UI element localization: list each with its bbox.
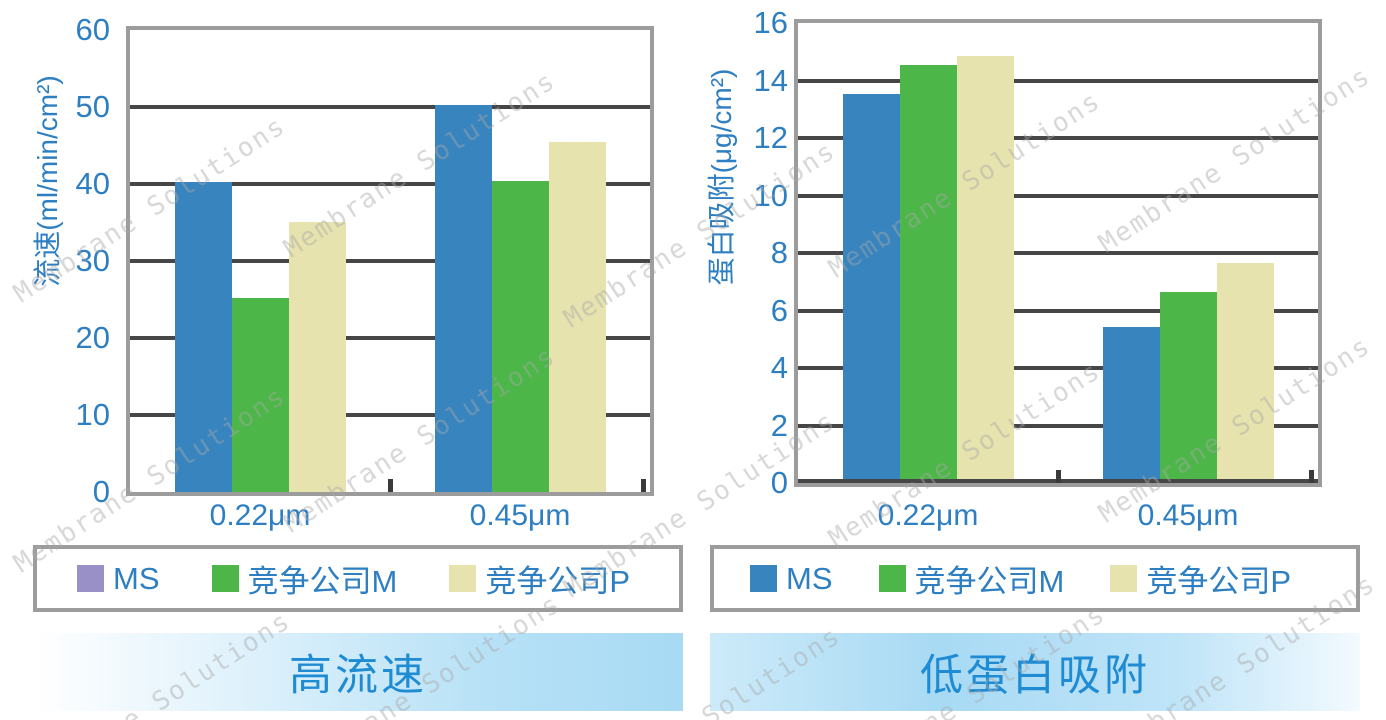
legend-item-ms: MS [77,561,160,597]
gridline [130,413,650,417]
legend-label-competitor-m: 竞争公司M [247,564,398,599]
flow-y-tick-label: 50 [75,89,110,124]
protein-x-tick-label: 0.22μm [877,499,979,532]
legend-item-competitor-p: 竞争公司P [1110,556,1291,601]
legend-label-ms: MS [786,560,833,596]
gridline [130,336,650,340]
x-axis-tick-mark [641,479,646,492]
bar-competitor-m-045um [1160,292,1217,479]
flow-chart-plot-area [126,26,654,496]
bar-ms-022um [175,182,232,492]
legend-item-competitor-p: 竞争公司P [449,556,630,601]
gridline [798,78,1318,83]
flow-y-tick-label: 60 [75,12,110,47]
legend-item-ms: MS [750,561,833,597]
flow-x-tick-label: 0.45μm [469,499,571,532]
ms-swatch-icon [77,565,104,592]
competitor-m-swatch-icon [878,565,906,592]
bar-competitor-m-022um [900,65,957,479]
legend-label-competitor-p: 竞争公司P [1146,564,1292,599]
bar-competitor-p-022um [289,222,346,492]
protein-y-tick-label: 10 [753,177,788,213]
protein-y-tick-label: 6 [770,292,788,328]
protein-y-tick-label: 0 [770,465,788,500]
protein-chart-plot-area [794,19,1322,487]
protein-y-tick-label: 14 [753,62,788,98]
flow-y-tick-label: 40 [75,166,110,201]
bar-ms-022um [843,94,900,479]
competitor-p-swatch-icon [449,565,477,592]
flow-chart-title-banner: 高流速 [33,633,683,711]
protein-y-tick-label: 8 [770,235,788,270]
protein-x-tick-label: 0.45μm [1137,499,1239,532]
bar-competitor-p-045um [549,142,606,492]
ms-swatch-icon [750,565,777,592]
protein-y-tick-label: 2 [770,407,788,443]
x-axis-tick-mark [388,479,393,492]
protein-chart-title: 低蛋白吸附 [920,652,1150,700]
bar-competitor-m-045um [492,181,549,492]
legend-label-ms: MS [113,560,160,596]
gridline [798,423,1318,428]
bar-competitor-m-022um [232,298,289,492]
gridline [798,308,1318,313]
legend-label-competitor-m: 竞争公司M [914,564,1065,599]
protein-y-tick-label: 12 [753,120,788,155]
bar-competitor-p-022um [957,56,1014,479]
flow-chart-legend: MS 竞争公司M 竞争公司P [33,545,683,612]
bar-competitor-p-045um [1217,263,1274,479]
x-axis-tick-mark [1056,470,1061,483]
gridline [798,136,1318,140]
flow-chart-title: 高流速 [289,652,427,700]
bar-ms-045um [435,105,492,492]
legend-label-competitor-p: 竞争公司P [485,564,631,599]
flow-y-tick-label: 10 [75,397,110,432]
gridline [130,105,650,109]
protein-chart-title-banner: 低蛋白吸附 [710,633,1360,711]
legend-item-competitor-m: 竞争公司M [211,556,398,601]
legend-item-competitor-m: 竞争公司M [878,556,1065,601]
gridline [798,193,1318,198]
protein-y-tick-label: 16 [753,5,788,40]
flow-y-tick-label: 20 [75,320,110,355]
x-axis-tick-mark [1309,470,1314,483]
competitor-p-swatch-icon [1110,565,1138,592]
gridline [798,366,1318,370]
gridline [798,251,1318,255]
protein-y-tick-label: 4 [770,350,788,385]
flow-y-tick-label: 0 [92,474,110,509]
flow-y-tick-label: 30 [75,243,110,278]
flow-x-tick-label: 0.22μm [209,499,311,532]
gridline [130,182,650,186]
gridline [130,259,650,263]
protein-chart-legend: MS 竞争公司M 竞争公司P [710,545,1360,612]
competitor-m-swatch-icon [211,565,239,592]
bar-ms-045um [1103,327,1160,479]
